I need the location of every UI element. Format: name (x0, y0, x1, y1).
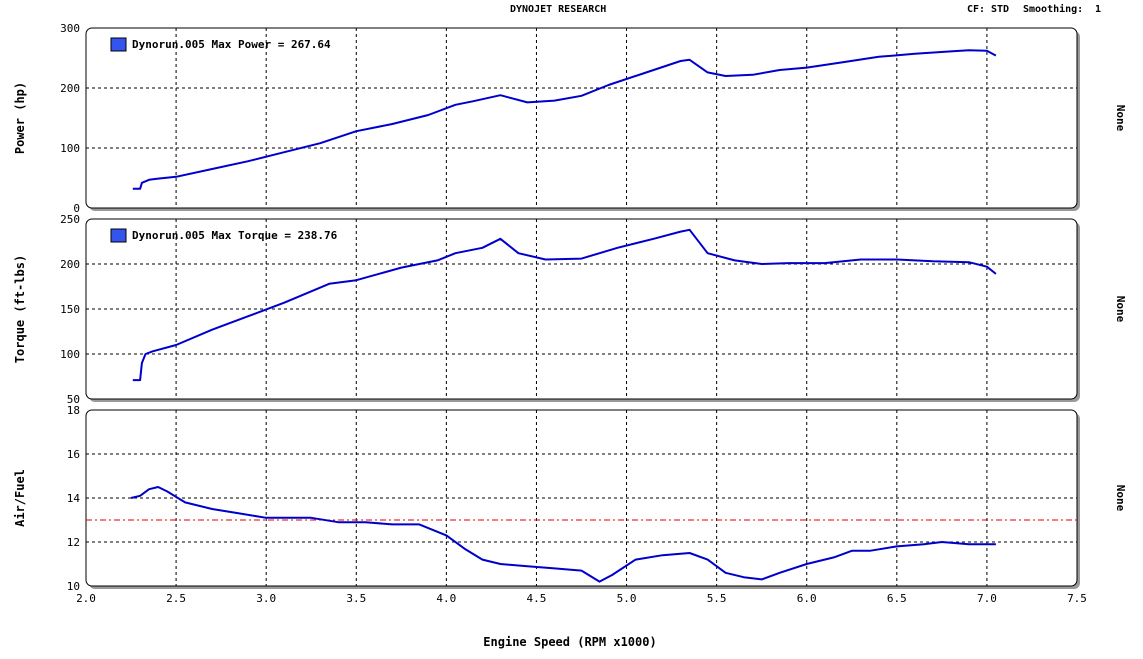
y-axis-label: Torque (ft-lbs) (13, 255, 27, 363)
x-tick-label: 5.5 (707, 592, 727, 605)
x-tick-label: 2.0 (76, 592, 96, 605)
x-tick-label: 6.0 (797, 592, 817, 605)
y-tick-label: 50 (67, 393, 80, 406)
correction-factor-label: CF: (967, 4, 986, 15)
x-axis-label: Engine Speed (RPM x1000) (483, 635, 656, 649)
y-tick-label: 300 (60, 22, 80, 35)
right-axis-label: None (1114, 105, 1127, 132)
data-series-line (132, 49, 997, 190)
smoothing-label: Smoothing: (1023, 4, 1084, 15)
chart-title: DYNOJET RESEARCH (510, 4, 607, 15)
legend-swatch (110, 228, 127, 243)
x-tick-label: 2.5 (166, 592, 186, 605)
y-tick-label: 200 (60, 258, 80, 271)
y-tick-label: 12 (67, 536, 80, 549)
legend-label: Dynorun.005 Max Torque = 238.76 (132, 229, 338, 242)
right-axis-label: None (1114, 485, 1127, 512)
smoothing-value: 1 (1095, 4, 1102, 15)
right-axis-label: None (1114, 296, 1127, 323)
y-tick-label: 16 (67, 448, 80, 461)
y-tick-label: 0 (73, 202, 80, 215)
y-tick-label: 14 (67, 492, 81, 505)
x-tick-label: 7.0 (977, 592, 997, 605)
x-tick-label: 4.0 (436, 592, 456, 605)
x-tick-label: 5.0 (617, 592, 637, 605)
data-series-line (130, 486, 996, 583)
x-tick-label: 3.0 (256, 592, 276, 605)
x-tick-label: 7.5 (1067, 592, 1087, 605)
panel-frame (85, 27, 1078, 209)
legend-label: Dynorun.005 Max Power = 267.64 (132, 38, 331, 51)
y-tick-label: 100 (60, 142, 80, 155)
x-tick-label: 4.5 (527, 592, 547, 605)
data-series-line (132, 228, 997, 382)
y-tick-label: 150 (60, 303, 80, 316)
legend-swatch (110, 37, 127, 52)
y-axis-label: Power (hp) (13, 82, 27, 154)
correction-factor-value: STD (991, 4, 1010, 15)
y-tick-label: 250 (60, 213, 80, 226)
y-tick-label: 18 (67, 404, 80, 417)
y-tick-label: 100 (60, 348, 80, 361)
x-tick-label: 6.5 (887, 592, 907, 605)
y-tick-label: 10 (67, 580, 80, 593)
x-tick-label: 3.5 (346, 592, 366, 605)
y-tick-label: 200 (60, 82, 80, 95)
y-axis-label: Air/Fuel (13, 469, 27, 527)
